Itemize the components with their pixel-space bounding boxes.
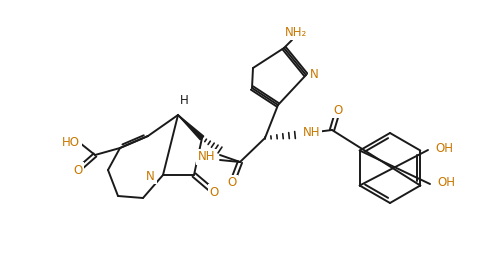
Text: OH: OH xyxy=(435,142,453,155)
Text: NH₂: NH₂ xyxy=(285,25,307,38)
Text: OH: OH xyxy=(437,176,455,190)
Text: NH: NH xyxy=(198,150,215,163)
Polygon shape xyxy=(178,115,204,140)
Text: N: N xyxy=(310,68,319,81)
Text: O: O xyxy=(73,163,83,176)
Text: O: O xyxy=(209,185,219,198)
Text: O: O xyxy=(333,104,342,116)
Text: NH: NH xyxy=(303,126,321,139)
Text: HO: HO xyxy=(62,137,80,150)
Text: O: O xyxy=(227,176,237,190)
Text: H: H xyxy=(180,94,188,107)
Text: N: N xyxy=(146,169,155,182)
